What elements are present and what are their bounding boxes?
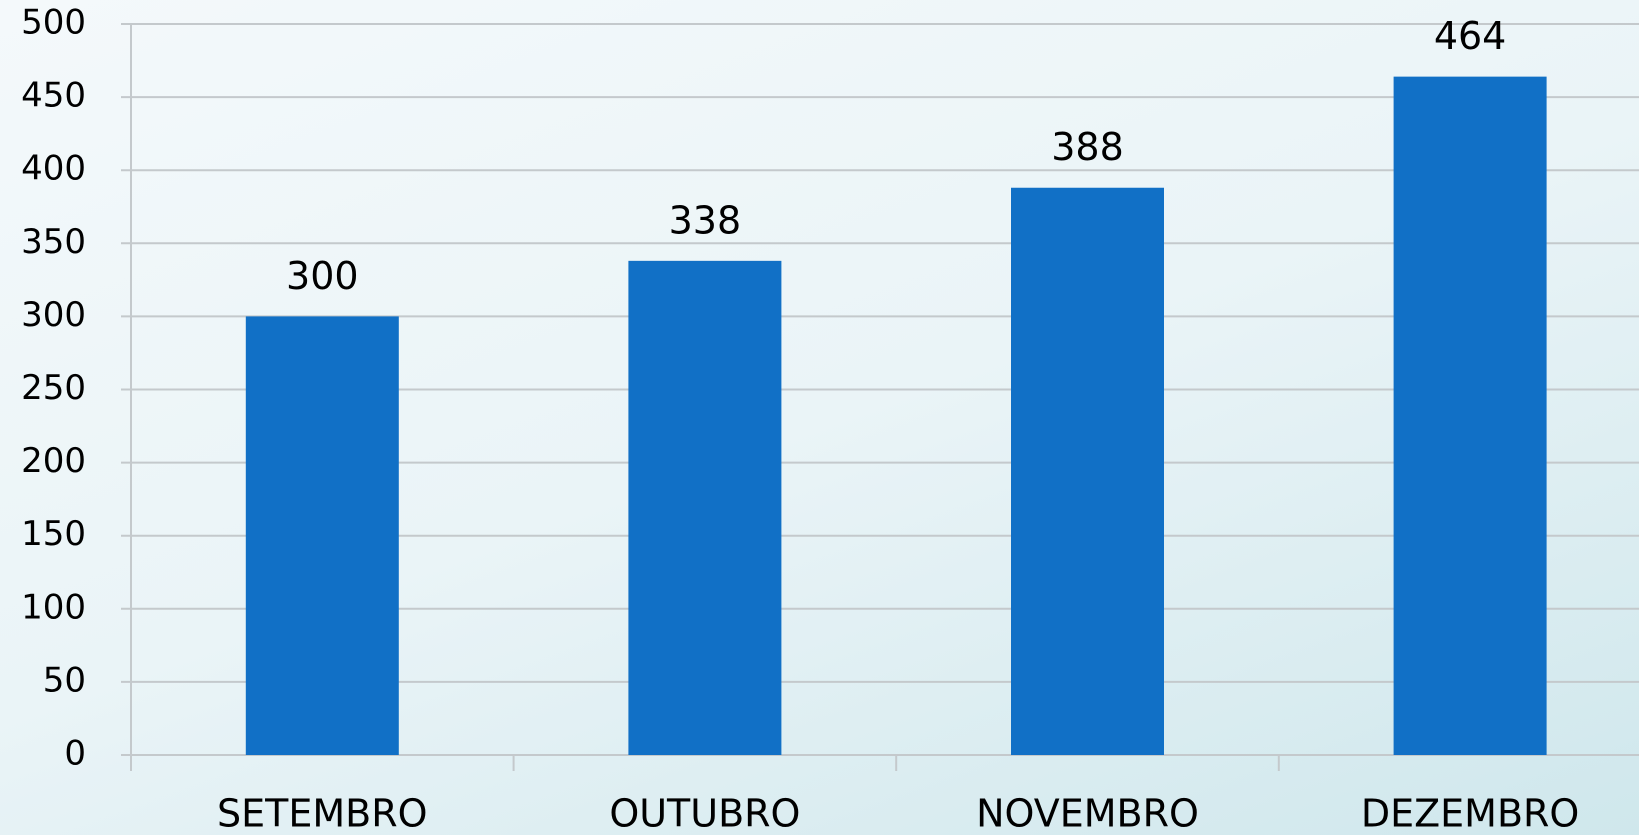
y-tick-label: 150 [21, 514, 86, 554]
data-label: 464 [1434, 14, 1507, 58]
y-tick-label: 200 [21, 441, 86, 481]
y-tick-label: 450 [21, 76, 86, 116]
y-tick-label: 250 [21, 368, 86, 408]
y-tick-label: 400 [21, 149, 86, 189]
x-tick-label: NOVEMBRO [976, 792, 1199, 835]
bar [245, 316, 399, 755]
data-label: 388 [1051, 125, 1124, 169]
x-tick-label: OUTUBRO [609, 792, 800, 835]
bar [1011, 187, 1164, 755]
y-tick-label: 500 [21, 3, 86, 43]
bar [1393, 76, 1547, 755]
y-tick-label: 50 [43, 660, 86, 700]
data-label: 300 [286, 254, 359, 298]
data-label: 338 [669, 198, 742, 242]
y-tick-label: 100 [21, 587, 86, 627]
y-tick-label: 0 [64, 734, 86, 774]
bar [628, 260, 782, 755]
x-tick-label: DEZEMBRO [1361, 792, 1579, 835]
x-tick-label: SETEMBRO [217, 792, 428, 835]
y-tick-label: 350 [21, 222, 86, 262]
y-tick-label: 300 [21, 295, 86, 335]
